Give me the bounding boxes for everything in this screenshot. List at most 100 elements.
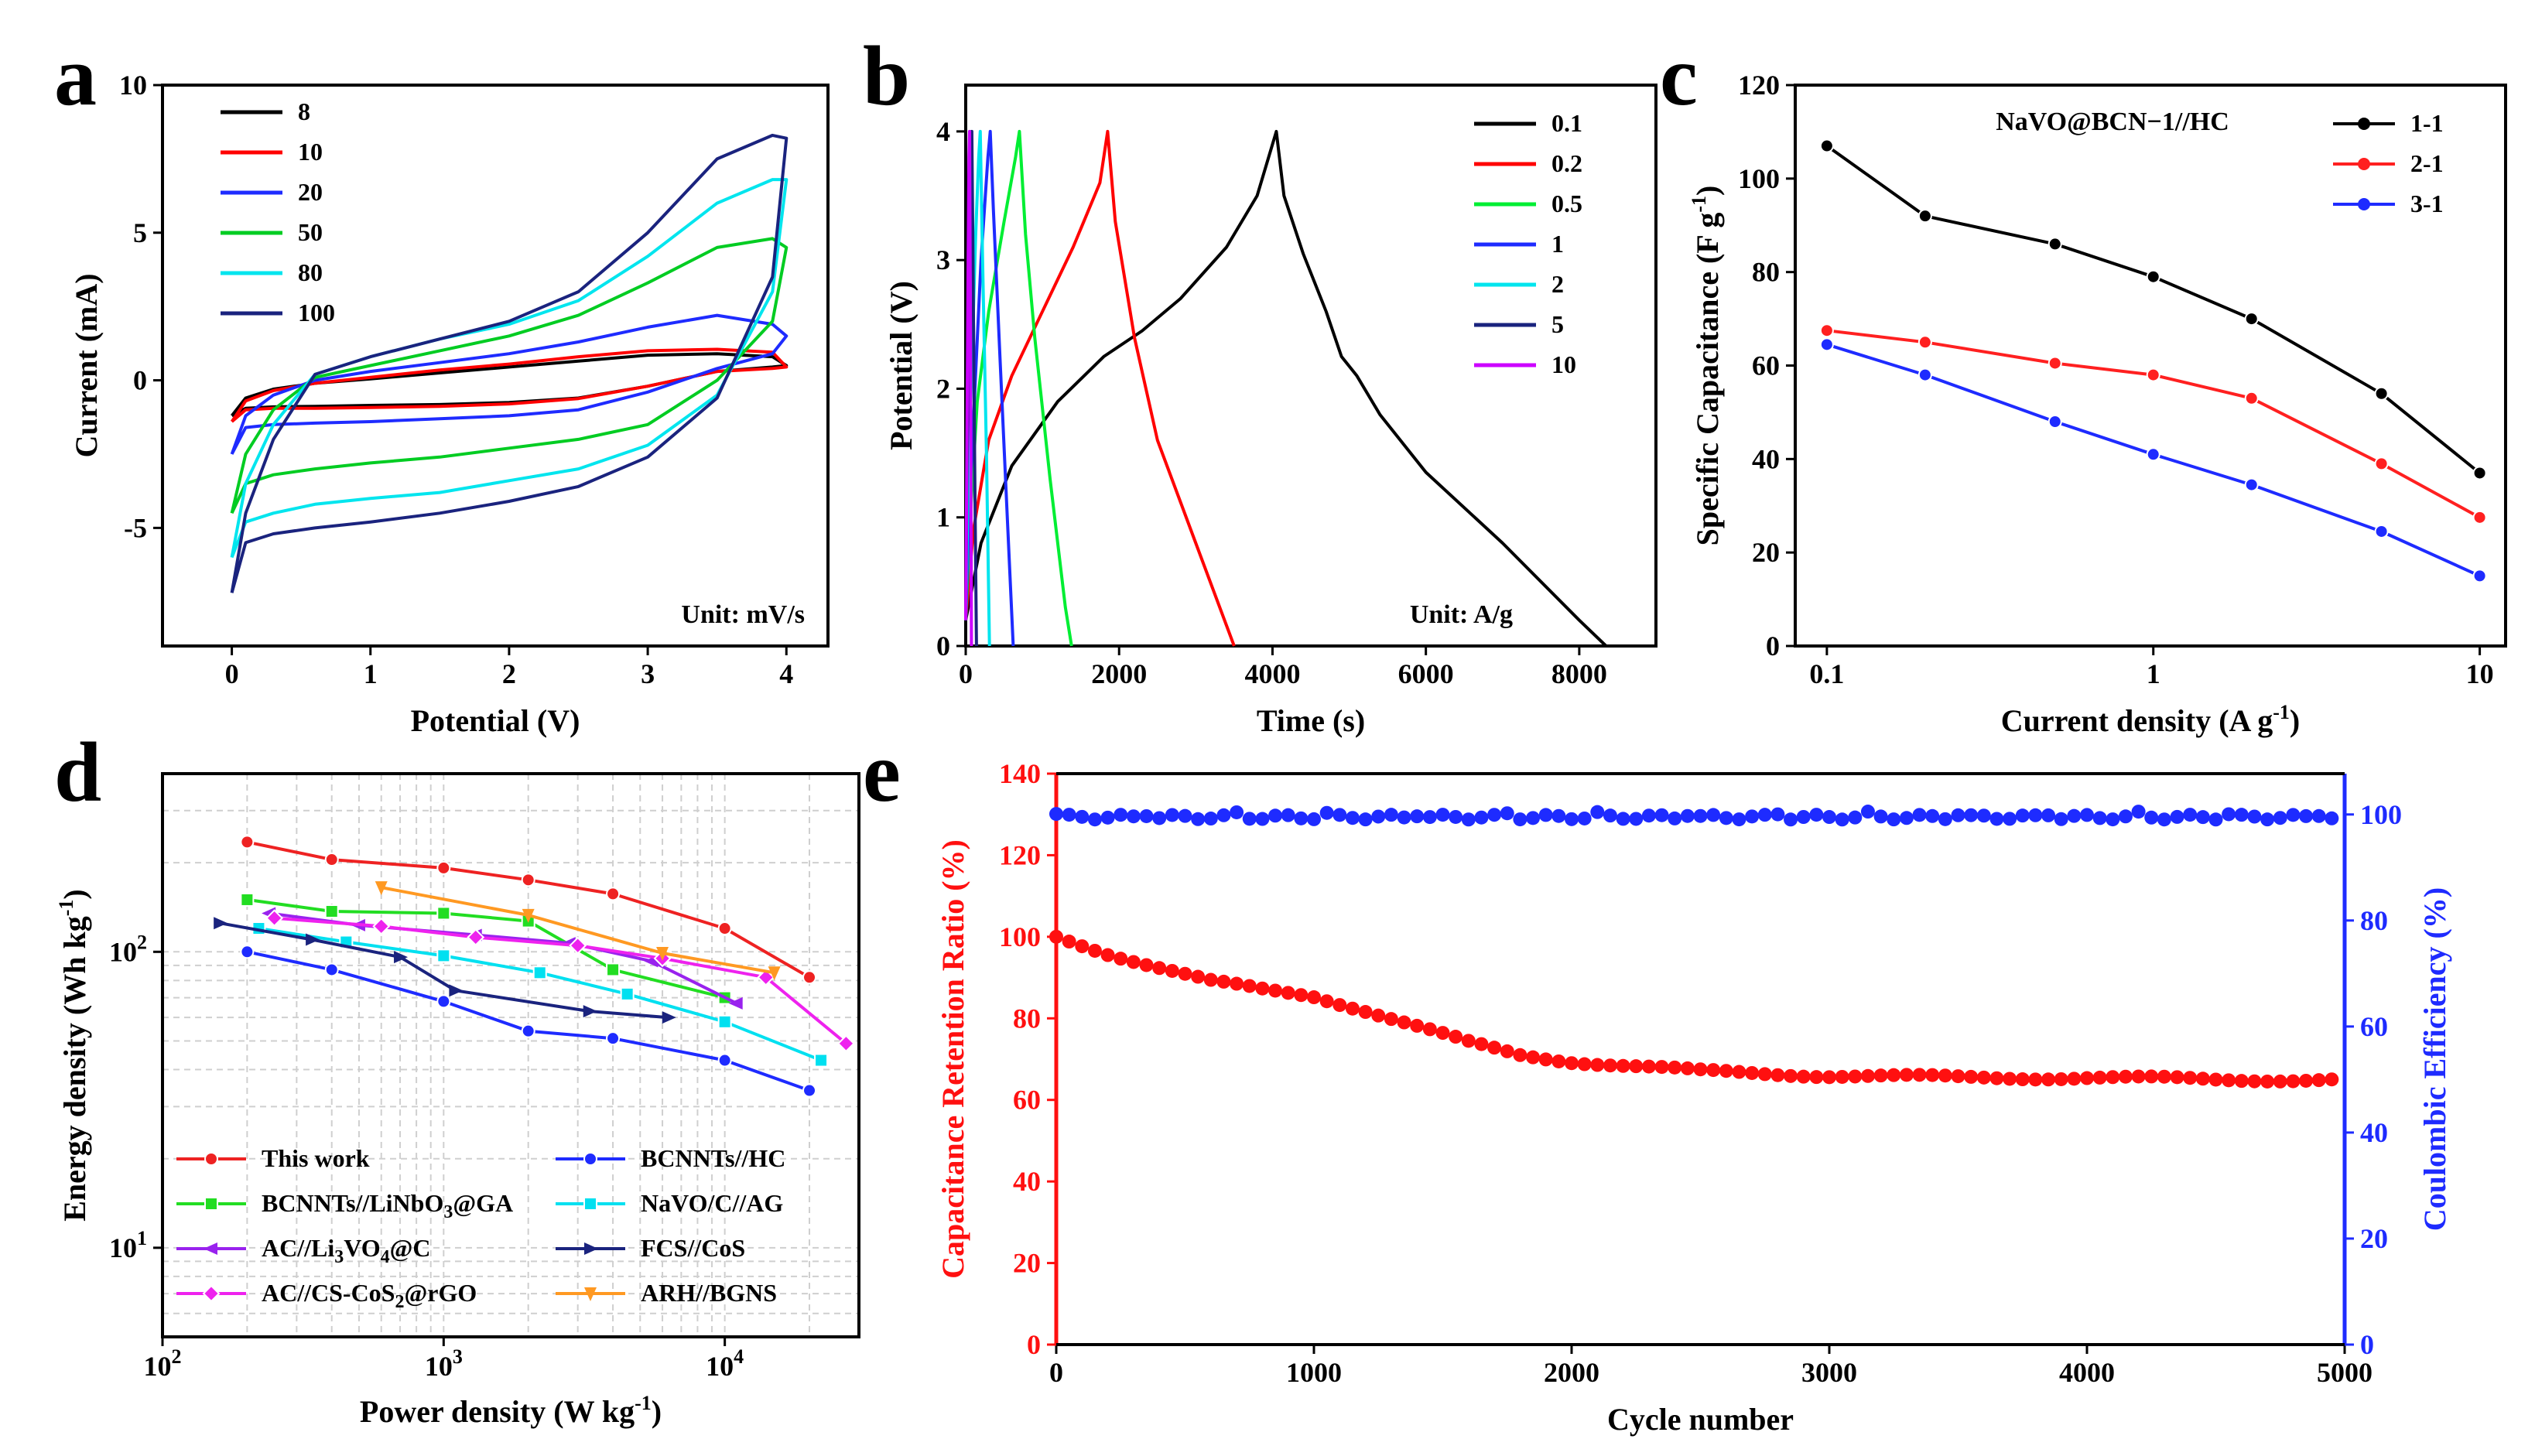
panel-label-e: e (863, 725, 901, 819)
c-point-2-1 (2048, 356, 2062, 371)
e-efficiency-point (1384, 808, 1398, 822)
e-efficiency-point (1873, 809, 1888, 824)
e-retention-point (1500, 1044, 1514, 1058)
panel-label-c: c (1660, 29, 1698, 123)
e-retention-point (2157, 1069, 2171, 1084)
e-efficiency-point (1255, 812, 1270, 826)
a-plot-frame (161, 84, 830, 648)
d-legend-label: ARH//BGNS (641, 1279, 777, 1307)
c-point-1-1 (2374, 386, 2389, 401)
e-efficiency-point (2273, 811, 2287, 825)
e-retention-point (2041, 1072, 2056, 1087)
a-ytick-label: -5 (124, 512, 147, 543)
e-retention-point (1616, 1058, 1630, 1073)
e-retention-point (2080, 1071, 2094, 1085)
e-retention-point (1848, 1069, 1863, 1084)
d-xtick-label: 102 (144, 1345, 182, 1382)
e-efficiency-point (1075, 809, 1090, 824)
e-efficiency-point (1191, 812, 1206, 826)
e-efficiency-point (1860, 805, 1875, 819)
e-xtick-label: 5000 (2317, 1357, 2372, 1388)
a-ytick-label: 10 (119, 70, 147, 101)
a-xaxis-title: Potential (V) (411, 703, 580, 738)
c-xtick-label: 0.1 (1809, 658, 1844, 689)
e-xtick-label: 2000 (1544, 1357, 1599, 1388)
c-legend-marker (2358, 158, 2370, 170)
e-ytick-label-right: 0 (2360, 1329, 2374, 1360)
e-retention-point (1822, 1070, 1836, 1085)
e-retention-point (2247, 1074, 2262, 1089)
e-efficiency-point (1281, 808, 1295, 822)
e-retention-point (1307, 990, 1321, 1005)
d-xtick-label: 103 (425, 1345, 463, 1382)
e-efficiency-point (1706, 808, 1721, 822)
e-retention-point (1964, 1069, 1979, 1084)
d-legend-label: NaVO/C//AG (641, 1189, 783, 1217)
e-xaxis-title: Cycle number (1607, 1402, 1794, 1437)
d-legend-marker (202, 1284, 221, 1303)
e-efficiency-point (1345, 811, 1360, 825)
e-retention-point (2131, 1069, 2146, 1084)
c-point-3-1 (2374, 524, 2389, 538)
b-yaxis-title: Potential (V) (884, 281, 919, 450)
e-xtick-label: 1000 (1286, 1357, 1342, 1388)
d-point (717, 1014, 732, 1029)
e-efficiency-point (1358, 812, 1373, 827)
d-point (324, 853, 339, 867)
e-efficiency-point (1809, 808, 1824, 822)
e-retention-point (1680, 1061, 1695, 1075)
e-retention-point (1165, 963, 1179, 978)
b-legend-label: 5 (1551, 310, 1564, 338)
b-xtick-label: 2000 (1091, 658, 1147, 689)
e-efficiency-point (2222, 807, 2236, 822)
e-efficiency-point (1114, 808, 1128, 822)
e-ytick-label-right: 80 (2360, 905, 2388, 936)
d-point (375, 881, 388, 896)
d-legend-marker (584, 1242, 598, 1255)
e-xtick-label: 4000 (2059, 1357, 2115, 1388)
a-ytick-label: 0 (133, 365, 147, 396)
d-legend-label: BCNNTs//HC (641, 1144, 785, 1172)
e-efficiency-point (1268, 808, 1283, 823)
b-series-0.2 (964, 129, 1236, 647)
e-retention-point (1835, 1069, 1849, 1084)
e-retention-point (2311, 1073, 2326, 1088)
e-retention-point (1860, 1068, 1875, 1083)
e-efficiency-point (2234, 808, 2249, 822)
a-legend-label: 8 (298, 97, 310, 125)
d-point (569, 936, 587, 955)
e-retention-point (1629, 1059, 1644, 1074)
e-efficiency-point (2106, 812, 2120, 827)
d-point (436, 860, 451, 875)
e-retention-point (1384, 1012, 1398, 1027)
b-legend-label: 10 (1551, 350, 1576, 378)
e-retention-point (1912, 1068, 1927, 1082)
e-efficiency-point (2299, 808, 2314, 823)
a-legend-label: 50 (298, 218, 323, 246)
d-point (372, 917, 391, 935)
e-yaxis-title-right: Coulombic Efficiency (%) (2417, 887, 2452, 1231)
e-retention-point (2234, 1074, 2249, 1089)
e-retention-point (2260, 1074, 2275, 1089)
b-legend-label: 0.5 (1551, 190, 1582, 217)
e-ytick-label: 60 (1013, 1085, 1041, 1116)
d-xaxis-title: Power density (W kg-1) (360, 1392, 662, 1429)
e-efficiency-point (2041, 808, 2056, 822)
c-point-3-1 (2048, 415, 2062, 429)
d-series-line (219, 921, 669, 1020)
c-series-2-1 (1826, 329, 2481, 519)
d-point (814, 1053, 829, 1068)
e-efficiency-point (2195, 810, 2210, 825)
e-retention-point (1873, 1068, 1888, 1083)
e-retention-point (1538, 1052, 1553, 1067)
e-retention-point (2286, 1074, 2301, 1089)
e-ytick-label: 100 (999, 921, 1041, 952)
b-xaxis-title: Time (s) (1257, 703, 1365, 738)
e-efficiency-point (1139, 808, 1154, 823)
e-retention-point (1641, 1059, 1656, 1074)
e-retention-point (2054, 1071, 2068, 1086)
d-legend-marker (204, 1242, 217, 1255)
d-point (324, 904, 339, 919)
e-retention-point (1745, 1065, 1760, 1080)
e-efficiency-point (1629, 812, 1644, 826)
